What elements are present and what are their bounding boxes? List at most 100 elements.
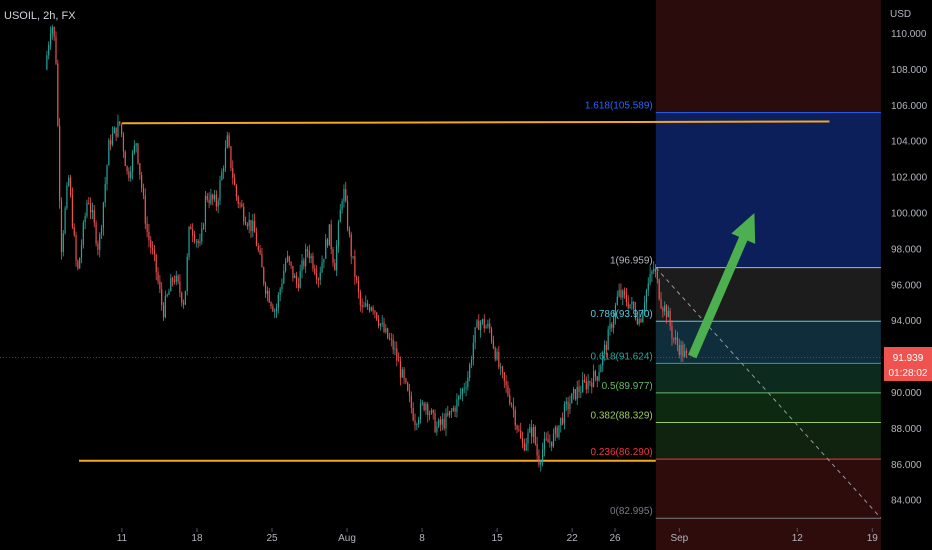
candle-body	[95, 222, 97, 244]
candle-body	[339, 209, 341, 223]
candle-body	[343, 189, 345, 202]
candle-body	[177, 275, 179, 282]
candle-body	[654, 268, 657, 272]
candle-body	[348, 229, 350, 235]
candle-body	[622, 290, 624, 298]
candle-body	[357, 280, 360, 293]
up-arrow-icon[interactable]	[688, 213, 756, 359]
candle-body	[82, 222, 84, 245]
candle-body	[485, 326, 487, 329]
candle-body	[79, 258, 81, 269]
candle-body	[418, 419, 420, 425]
candle-body	[59, 125, 61, 201]
candle-body	[248, 219, 250, 227]
candle-body	[279, 289, 281, 295]
candle-body	[319, 272, 321, 280]
up-arrow-shape[interactable]	[688, 213, 756, 359]
candle-body	[494, 347, 496, 360]
fib-zone-below	[655, 518, 881, 550]
candle-body	[182, 302, 185, 305]
candle-body	[676, 337, 679, 345]
candle-body	[459, 394, 462, 396]
candle-body	[91, 210, 94, 213]
candle-body	[259, 249, 261, 254]
candle-body	[48, 45, 50, 56]
candle-body	[46, 55, 48, 70]
candle-body	[367, 303, 369, 307]
candle-body	[631, 301, 633, 305]
symbol-label: USOIL, 2h, FX	[4, 10, 76, 22]
candle-body	[73, 227, 75, 236]
candle-body	[385, 328, 387, 332]
candle-body	[472, 342, 474, 360]
trendline-1[interactable]	[121, 120, 830, 125]
candle-body	[518, 429, 520, 431]
candle-body	[212, 194, 214, 200]
candle-body	[361, 305, 363, 307]
candle-body	[611, 323, 613, 328]
candle-body	[372, 307, 374, 311]
fib-zone-1.618	[655, 112, 881, 268]
candle-body	[600, 365, 602, 373]
candle-body	[527, 432, 529, 444]
candle-body	[583, 379, 586, 382]
candle-body	[449, 411, 451, 416]
candle-body	[427, 403, 429, 415]
candle-body	[392, 339, 394, 350]
candle-body	[496, 351, 498, 360]
candle-body	[190, 226, 192, 230]
candle-body	[161, 289, 163, 305]
candle-body	[71, 194, 73, 228]
candle-body	[454, 407, 456, 412]
time-tick-label: 12	[792, 533, 804, 544]
candle-body	[569, 403, 571, 410]
candle-body	[540, 461, 542, 465]
candle-body	[172, 278, 174, 282]
candle-body	[306, 249, 309, 252]
candle-body	[625, 294, 628, 303]
candle-body	[669, 311, 671, 326]
price-badge-value: 91.939	[893, 353, 924, 364]
candle-body	[341, 201, 343, 210]
candle-body	[574, 389, 576, 400]
candle-body	[549, 441, 551, 443]
time-tick-label: 22	[567, 533, 579, 544]
candle-body	[490, 328, 493, 341]
candle-body	[266, 290, 268, 294]
candle-body	[607, 329, 609, 351]
time-tick-label: 11	[117, 533, 128, 544]
candle-body	[394, 348, 396, 350]
candle-body	[325, 239, 327, 259]
candle-body	[461, 388, 463, 395]
price-tick: 84.000	[891, 496, 922, 507]
candle-body	[498, 351, 500, 368]
candle-body	[283, 270, 285, 284]
candle-body	[507, 385, 509, 396]
candle-body	[658, 279, 660, 300]
time-tick-label: 18	[191, 533, 203, 544]
time-axis[interactable]: 11 18 25 Aug 8 15 22 26 Sep 12 19	[117, 528, 879, 544]
fibonacci-retracement[interactable]	[655, 0, 881, 550]
candle-body	[576, 386, 578, 400]
candle-body	[294, 275, 296, 279]
candle-body	[629, 304, 631, 308]
trendlines[interactable]	[79, 120, 830, 462]
fib-extension-zone	[655, 0, 881, 113]
candle-body	[64, 208, 66, 234]
candle-body	[321, 262, 323, 273]
time-tick-label: 25	[266, 533, 278, 544]
candle-body	[215, 194, 217, 207]
candle-body	[510, 403, 513, 405]
candle-body	[285, 261, 287, 271]
candle-body	[480, 322, 482, 330]
candle-body	[359, 292, 361, 306]
fib-label-1.618: 1.618(105.589)	[585, 101, 653, 112]
candle-body	[616, 296, 618, 305]
candle-body	[93, 210, 95, 223]
price-axis[interactable]: 84.00086.00088.00090.00092.00094.00096.0…	[891, 29, 928, 507]
candle-body	[642, 311, 644, 323]
candle-body	[288, 256, 290, 262]
candle-body	[228, 135, 230, 147]
candle-body	[653, 268, 655, 272]
